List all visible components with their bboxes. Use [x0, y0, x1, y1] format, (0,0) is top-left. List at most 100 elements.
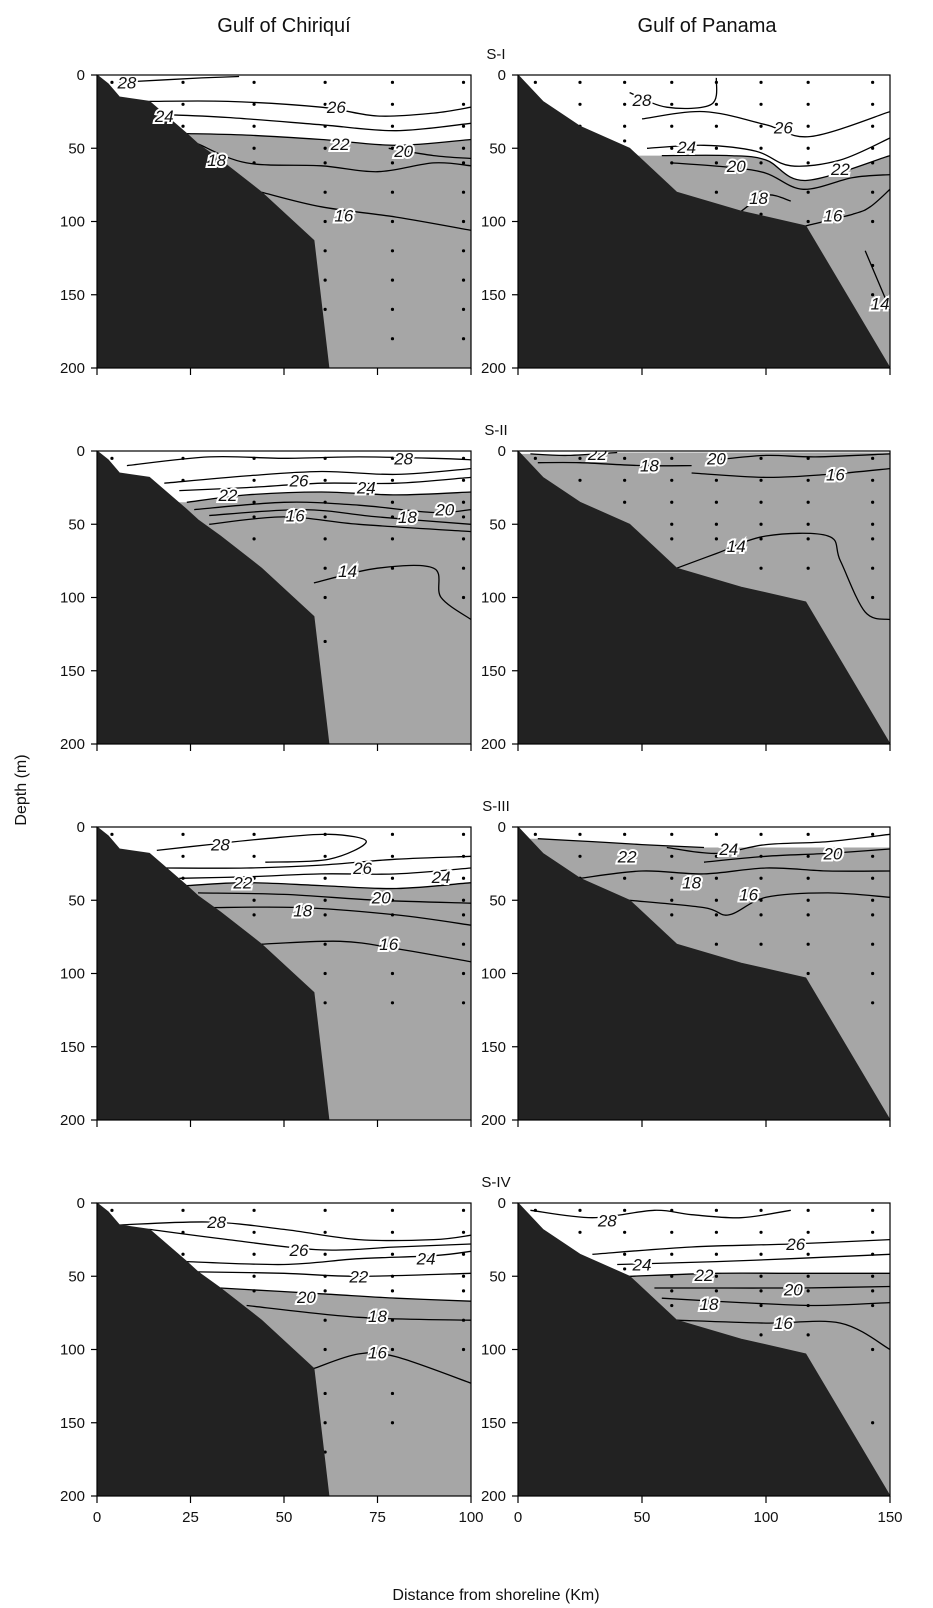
station-point [806, 1208, 810, 1212]
x-tick-label: 50 [276, 1509, 293, 1526]
station-point [390, 190, 395, 194]
station-point [461, 337, 466, 341]
station-point [759, 854, 763, 858]
station-point [806, 854, 810, 858]
isotherm-label: 26 [773, 119, 793, 138]
isotherm-line [617, 1253, 890, 1266]
station-point [323, 190, 327, 194]
isotherm-label: 28 [597, 1212, 617, 1231]
y-tick-label: 0 [77, 443, 85, 460]
isotherm-label: 26 [785, 1235, 805, 1254]
isotherm-line [186, 1250, 471, 1266]
x-tick-label: 100 [753, 1509, 778, 1526]
station-point [252, 124, 256, 128]
station-point [714, 456, 719, 460]
station-point [323, 1318, 327, 1322]
y-tick-label: 200 [481, 736, 506, 753]
isotherm-line [197, 1271, 471, 1277]
station-point [806, 1289, 810, 1293]
section-title: S-III [482, 798, 510, 815]
isotherm-label: 24 [676, 138, 696, 157]
station-point [252, 161, 256, 165]
station-point [461, 124, 466, 128]
station-point [806, 1230, 810, 1234]
isotherm-label: 26 [326, 98, 346, 117]
station-point [323, 1450, 327, 1454]
isotherm-label: 22 [348, 1267, 368, 1286]
station-point [461, 1274, 466, 1278]
station-point [461, 1001, 466, 1005]
isotherm-line [691, 467, 890, 479]
station-point [871, 124, 875, 128]
station-point [806, 456, 810, 460]
isotherm-label: 22 [694, 1266, 714, 1285]
isotherm-label: 18 [640, 457, 659, 476]
isotherm-line [676, 1319, 890, 1351]
station-point [714, 522, 719, 526]
isotherm-line [629, 892, 890, 916]
isotherm-line [661, 154, 890, 182]
station-point [323, 854, 327, 858]
y-tick-label: 100 [481, 214, 506, 231]
y-tick-label: 150 [481, 1039, 506, 1056]
station-point [533, 80, 537, 84]
station-point [461, 1347, 466, 1352]
station-point [461, 942, 466, 946]
station-point [390, 249, 395, 253]
isotherm-line [149, 100, 471, 117]
isotherm-line [530, 1209, 791, 1219]
station-point [623, 1267, 627, 1271]
station-point [252, 500, 256, 504]
station-point [252, 537, 256, 541]
station-point [578, 832, 582, 836]
station-point [323, 971, 327, 976]
station-point [759, 1252, 763, 1256]
station-point [323, 537, 327, 541]
isotherm-line [126, 455, 471, 467]
y-tick-label: 100 [60, 1342, 85, 1359]
isotherm-line [149, 1228, 471, 1251]
isotherm-line [246, 1304, 471, 1321]
station-point [252, 876, 256, 880]
station-point [670, 456, 674, 460]
isotherm-line [209, 516, 471, 533]
station-point [871, 456, 875, 460]
station-point [871, 522, 875, 526]
station-point [390, 1001, 395, 1005]
station-point [670, 124, 674, 128]
station-point [390, 1318, 395, 1322]
isotherm-label: 16 [739, 885, 758, 904]
y-tick-label: 0 [498, 1195, 506, 1212]
isotherm-line [119, 75, 240, 83]
station-point [110, 456, 114, 460]
station-point [871, 1303, 875, 1308]
station-point [759, 1208, 763, 1212]
station-point [461, 913, 466, 917]
station-point [323, 1252, 327, 1256]
isotherm-line [740, 194, 791, 212]
station-point [623, 80, 627, 84]
station-point [714, 537, 719, 541]
station-point [806, 913, 810, 917]
y-tick-label: 0 [498, 67, 506, 84]
y-tick-label: 150 [60, 287, 85, 304]
station-point [670, 500, 674, 504]
station-point [670, 478, 674, 482]
isotherm-line [661, 1297, 890, 1307]
isotherm-label: 26 [352, 859, 372, 878]
station-point [623, 1230, 627, 1234]
x-tick-label: 25 [182, 1509, 199, 1526]
station-point [390, 219, 395, 224]
station-point [806, 102, 810, 106]
seafloor-profile [518, 75, 890, 368]
station-point [670, 522, 674, 526]
station-point [623, 139, 627, 143]
station-point [252, 1208, 256, 1212]
station-point [714, 124, 719, 128]
panel-S-IV-panama: 28 26 24 22 20 18 16 0 50 100 150 200 0 50 100 150 [481, 1195, 903, 1526]
seafloor-profile [97, 75, 330, 368]
isotherm-line [261, 940, 471, 963]
y-tick-label: 50 [68, 1268, 85, 1285]
